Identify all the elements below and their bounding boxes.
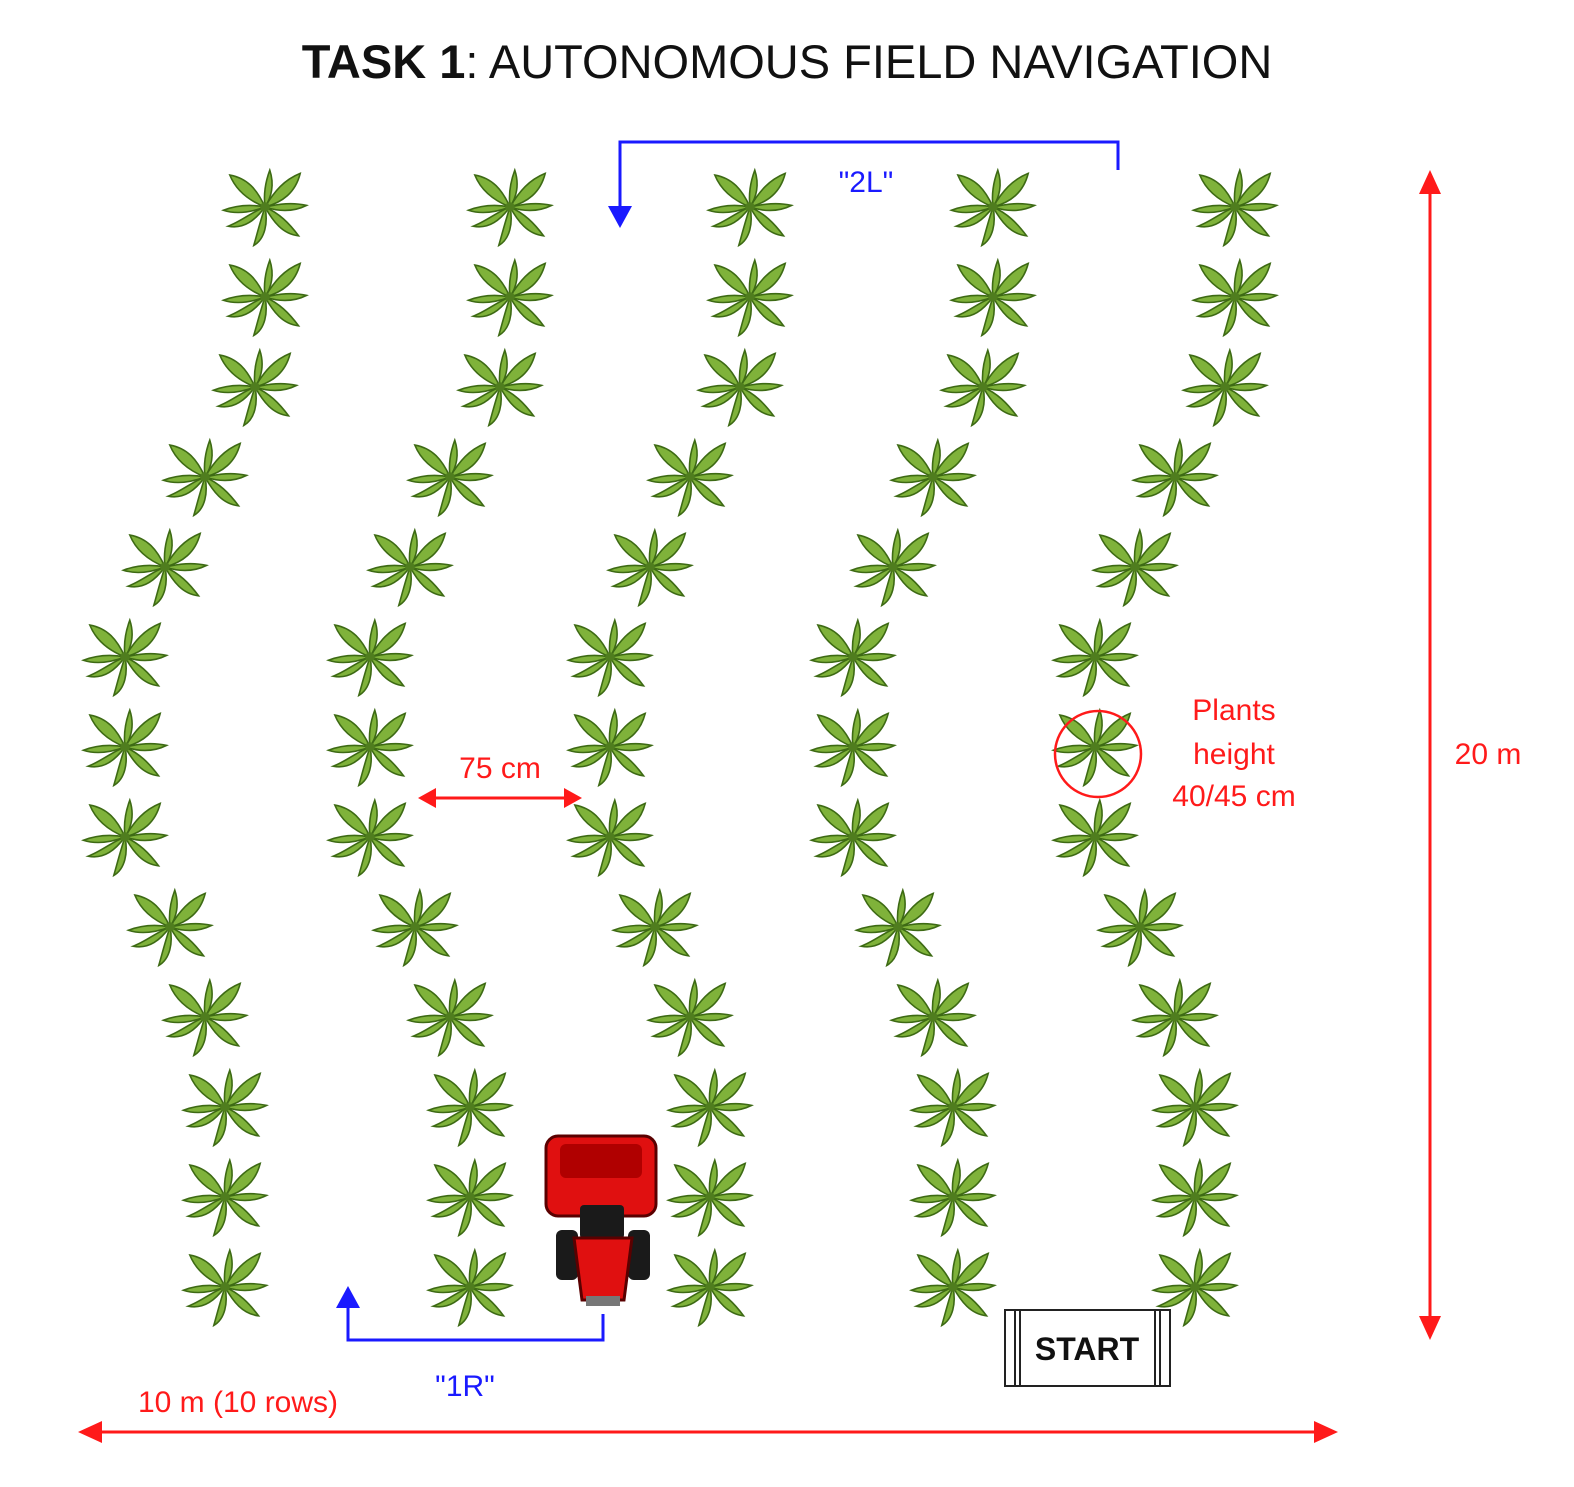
plant-icon: [467, 169, 553, 247]
field-width-measure: 10 m (10 rows): [78, 1386, 1338, 1443]
plant-icon: [1052, 799, 1138, 877]
plant-icon: [910, 1069, 996, 1147]
turn-left-label: "2L": [839, 166, 894, 199]
plant-icon: [567, 709, 653, 787]
plant-icon: [850, 529, 936, 607]
plant-icon: [810, 799, 896, 877]
page-title: TASK 1: AUTONOMOUS FIELD NAVIGATION: [0, 34, 1574, 89]
plant-icon: [1152, 1069, 1238, 1147]
plant-icon: [950, 169, 1036, 247]
plant-icon: [1152, 1159, 1238, 1237]
plant-icon: [427, 1249, 513, 1327]
plant-icon: [890, 439, 976, 517]
plant-icon: [1092, 529, 1178, 607]
turn-right-label: "1R": [435, 1370, 495, 1403]
plant-icon: [182, 1159, 268, 1237]
plant-icon: [810, 619, 896, 697]
plant-icon: [940, 349, 1026, 427]
plant-icon: [950, 259, 1036, 337]
plant-icon: [372, 889, 458, 967]
turn-left-path: "2L": [608, 140, 1120, 228]
plant-icon: [182, 1249, 268, 1327]
plant-icon: [127, 889, 213, 967]
plant-icon: [327, 799, 413, 877]
plant-height-marker: Plants height 40/45 cm: [1053, 694, 1296, 813]
plant-icon: [427, 1069, 513, 1147]
plant-icon: [697, 349, 783, 427]
plant-icon: [467, 259, 553, 337]
start-label: START: [1035, 1331, 1140, 1367]
field-length-measure: 20 m: [1419, 170, 1521, 1340]
plant-icon: [162, 439, 248, 517]
plant-icon: [327, 709, 413, 787]
plant-icon: [1052, 619, 1138, 697]
plant-icon: [667, 1159, 753, 1237]
plant-icon: [607, 529, 693, 607]
plant-icon: [1192, 259, 1278, 337]
plant-icon: [1132, 439, 1218, 517]
plant-icon: [1182, 349, 1268, 427]
field-length-label: 20 m: [1455, 738, 1522, 771]
plant-icon: [222, 259, 308, 337]
plant-icon: [707, 169, 793, 247]
field-width-label: 10 m (10 rows): [138, 1386, 338, 1419]
row-spacing-label: 75 cm: [459, 752, 541, 785]
plant-icon: [890, 979, 976, 1057]
robot-tractor-icon: [544, 1134, 658, 1306]
plant-icon: [162, 979, 248, 1057]
plant-icon: [407, 979, 493, 1057]
plant-icon: [707, 259, 793, 337]
plant-icon: [647, 979, 733, 1057]
start-box-icon: START: [1004, 1309, 1171, 1387]
title-bold: TASK 1: [301, 35, 466, 88]
plant-icon: [122, 529, 208, 607]
plant-height-line-1: Plants: [1192, 694, 1275, 727]
plant-height-line-2: height: [1193, 738, 1275, 771]
plant-icon: [667, 1249, 753, 1327]
plant-icon: [667, 1069, 753, 1147]
plant-icon: [82, 619, 168, 697]
plant-icon: [327, 619, 413, 697]
plant-icon: [910, 1159, 996, 1237]
plant-icon: [82, 709, 168, 787]
plant-icon: [367, 529, 453, 607]
plant-icon: [647, 439, 733, 517]
arrow-icon: [608, 206, 632, 228]
plant-height-line-3: 40/45 cm: [1172, 780, 1295, 813]
plant-icon: [612, 889, 698, 967]
plant-icon: [567, 619, 653, 697]
plant-icon: [1097, 889, 1183, 967]
plant-icon: [407, 439, 493, 517]
plant-icon: [1052, 709, 1138, 787]
plant-icon: [457, 349, 543, 427]
turn-right-path: "1R": [336, 1286, 605, 1403]
plant-icon: [910, 1249, 996, 1327]
plant-icon: [182, 1069, 268, 1147]
plant-icon: [427, 1159, 513, 1237]
plant-icon: [855, 889, 941, 967]
row-spacing-measure: 75 cm: [418, 752, 582, 808]
plant-icon: [567, 799, 653, 877]
plant-icon: [212, 349, 298, 427]
plant-icon: [810, 709, 896, 787]
plant-icon: [1132, 979, 1218, 1057]
arrow-icon: [336, 1286, 360, 1308]
plant-icon: [1192, 169, 1278, 247]
plant-icon: [82, 799, 168, 877]
plant-icon: [222, 169, 308, 247]
plant-grid: [82, 169, 1278, 1327]
title-rest: : AUTONOMOUS FIELD NAVIGATION: [465, 35, 1273, 88]
